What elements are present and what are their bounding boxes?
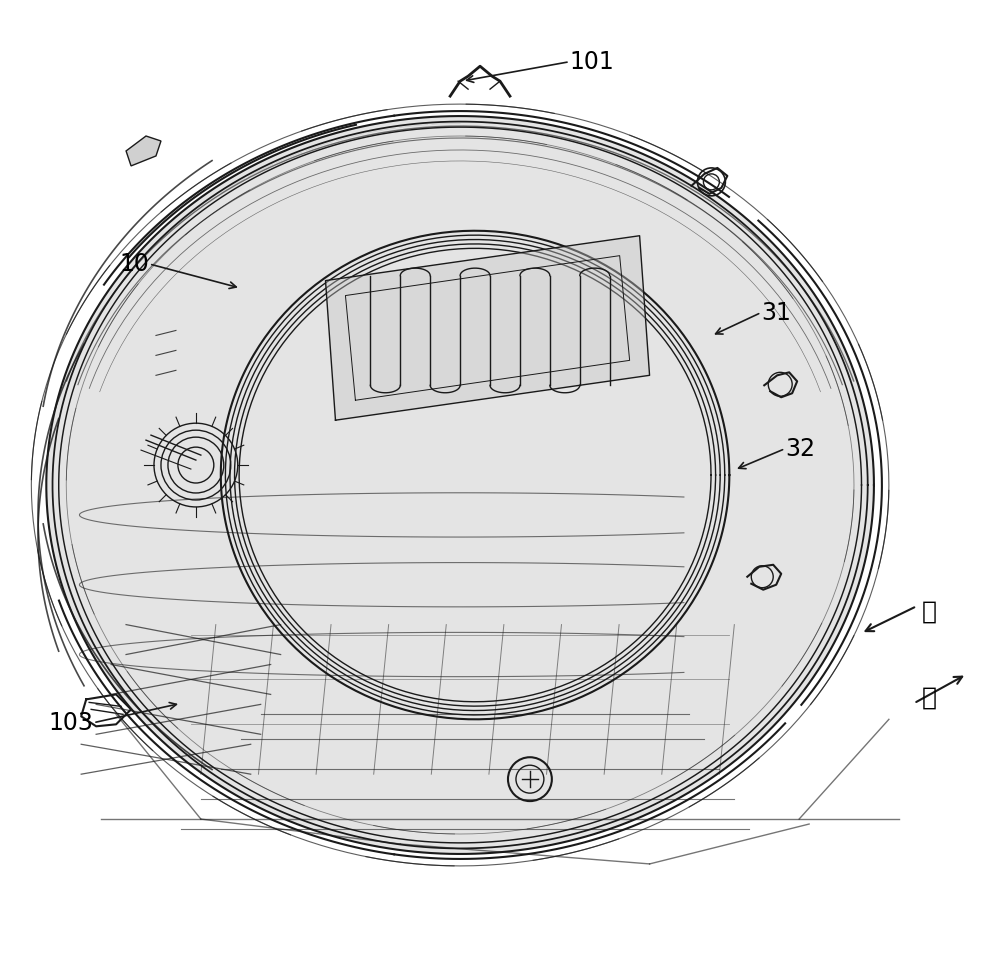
Polygon shape — [126, 136, 161, 166]
Text: 32: 32 — [785, 437, 815, 460]
Polygon shape — [325, 236, 650, 420]
Polygon shape — [221, 231, 729, 720]
Text: 后: 后 — [921, 685, 936, 710]
Text: 31: 31 — [761, 300, 791, 325]
Text: 103: 103 — [48, 711, 93, 735]
Polygon shape — [46, 116, 874, 854]
Text: 101: 101 — [570, 50, 615, 74]
Text: 10: 10 — [119, 252, 149, 276]
Text: 前: 前 — [921, 600, 936, 624]
Polygon shape — [46, 116, 874, 854]
